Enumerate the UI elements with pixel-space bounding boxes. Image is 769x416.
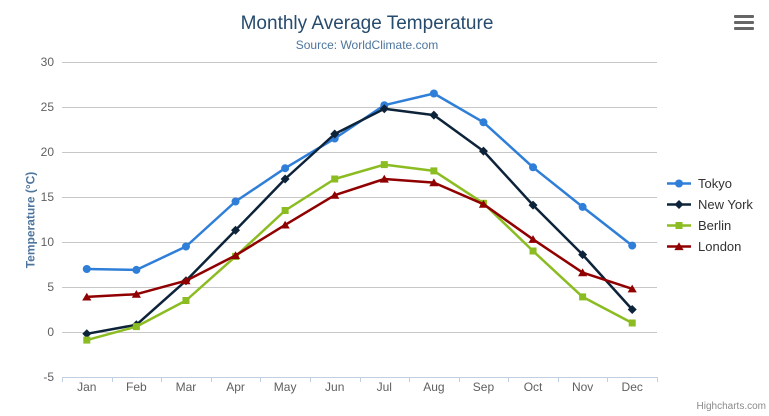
triangle-marker-icon [578, 268, 588, 277]
square-marker-icon [529, 247, 537, 255]
diamond-marker-icon [429, 110, 439, 120]
y-axis-label: 0 [47, 325, 54, 339]
legend-label: New York [698, 197, 753, 212]
circle-marker-icon [628, 241, 637, 250]
square-marker-icon [430, 167, 438, 175]
y-axis-label: 25 [41, 100, 55, 114]
legend-marker-new-york [667, 200, 691, 209]
x-axis-label: Jun [325, 380, 344, 394]
diamond-marker-icon [627, 305, 637, 314]
circle-marker-icon [529, 163, 538, 172]
legend: Tokyo New York Berlin London [666, 173, 753, 257]
square-marker-icon [281, 207, 289, 214]
chart-title: Monthly Average Temperature [240, 13, 494, 34]
chart-subtitle: Source: WorldClimate.com [295, 38, 439, 52]
circle-marker-icon [429, 89, 438, 98]
triangle-marker-icon [429, 178, 439, 187]
circle-marker-icon [479, 118, 488, 127]
export-menu-button[interactable] [734, 15, 754, 30]
circle-marker-icon [82, 265, 91, 273]
square-marker-icon [331, 175, 339, 183]
legend-item-new-york[interactable]: New York [666, 194, 753, 215]
hamburger-menu-icon [734, 27, 754, 30]
hamburger-menu-icon [734, 21, 754, 24]
circle-marker-icon [675, 179, 683, 188]
triangle-marker-icon [280, 220, 290, 229]
legend-label: Tokyo [698, 176, 732, 191]
y-axis-label: 15 [41, 190, 55, 204]
circle-marker-icon [231, 197, 240, 206]
triangle-marker-icon [379, 174, 389, 183]
diamond-marker-icon [330, 129, 340, 139]
y-axis-title: Temperature (°C) [23, 171, 38, 269]
diamond-marker-icon [231, 225, 241, 235]
series-tokyo [82, 89, 637, 274]
legend-label: London [698, 239, 742, 254]
triangle-marker-icon [478, 200, 489, 208]
triangle-marker-icon [674, 242, 684, 251]
series-line-berlin [85, 163, 634, 342]
diamond-marker-icon [280, 174, 290, 184]
diamond-marker-icon [82, 329, 92, 339]
legend-label: Berlin [698, 218, 732, 233]
x-axis-label: Oct [524, 380, 543, 394]
hamburger-menu-icon [734, 15, 754, 18]
diamond-marker-icon [674, 200, 684, 209]
x-axis-label: Jan [77, 380, 96, 394]
triangle-marker-icon [627, 284, 637, 293]
diamond-marker-icon [578, 250, 588, 260]
circle-marker-icon [281, 164, 290, 173]
x-axis-label: Dec [622, 380, 643, 394]
square-marker-icon [579, 293, 587, 301]
credits-link[interactable]: Highcharts.com [696, 401, 766, 412]
diamond-marker-icon [478, 146, 488, 156]
y-axis-label: 5 [47, 280, 54, 294]
series-line-new-york [85, 107, 634, 336]
y-axis-label: -5 [43, 370, 54, 384]
square-marker-icon [675, 222, 683, 229]
square-marker-icon [132, 323, 140, 331]
triangle-marker-icon [131, 290, 141, 298]
diamond-marker-icon [528, 200, 538, 210]
x-axis-label: Feb [126, 380, 147, 394]
square-marker-icon [380, 161, 388, 169]
square-marker-icon [83, 336, 91, 344]
circle-marker-icon [578, 202, 587, 211]
legend-marker-berlin [667, 222, 691, 229]
legend-marker-tokyo [667, 179, 691, 188]
square-marker-icon [628, 319, 636, 327]
x-axis-label: Nov [572, 380, 593, 394]
triangle-marker-icon [230, 251, 241, 260]
triangle-marker-icon [528, 235, 538, 243]
series-london [82, 174, 637, 301]
legend-item-london[interactable]: London [666, 236, 753, 257]
x-axis-label: Sep [473, 380, 495, 394]
y-axis-label: 20 [41, 145, 55, 159]
x-axis-label: Jul [377, 380, 392, 394]
square-marker-icon [182, 297, 190, 304]
circle-marker-icon [132, 265, 141, 274]
triangle-marker-icon [82, 292, 92, 301]
triangle-marker-icon [330, 191, 340, 199]
y-axis-label: 30 [41, 55, 55, 69]
y-axis-label: 10 [41, 235, 55, 249]
x-axis-label: Aug [423, 380, 444, 394]
x-axis-label: Mar [176, 380, 197, 394]
series-line-tokyo [85, 92, 634, 272]
diamond-marker-icon [379, 104, 389, 114]
legend-item-berlin[interactable]: Berlin [666, 215, 753, 236]
legend-marker-london [667, 242, 691, 251]
series-line-london [85, 177, 634, 299]
x-axis-label: May [274, 380, 297, 394]
circle-marker-icon [181, 242, 190, 251]
triangle-marker-icon [181, 276, 191, 285]
series-new-york [82, 104, 637, 339]
x-axis-label: Apr [226, 380, 245, 394]
legend-item-tokyo[interactable]: Tokyo [666, 173, 753, 194]
